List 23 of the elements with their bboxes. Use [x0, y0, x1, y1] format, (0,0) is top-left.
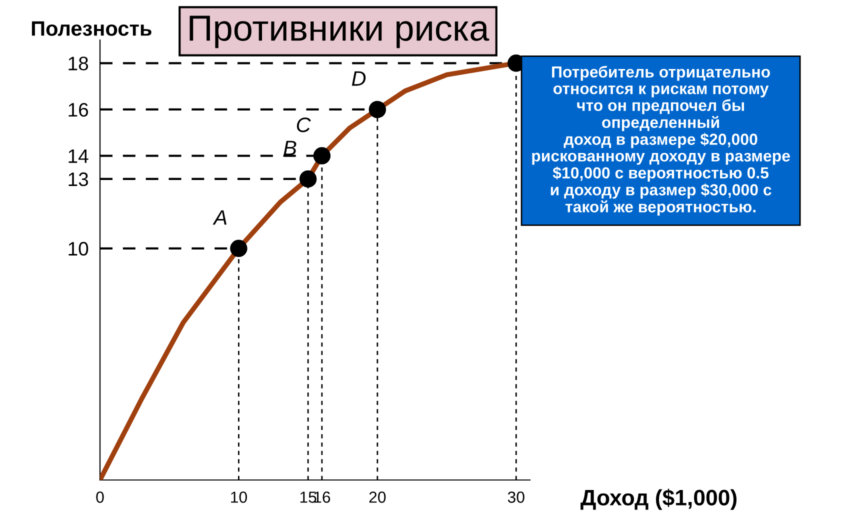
- point: [230, 240, 248, 258]
- x-tick-label: 0: [96, 492, 104, 503]
- x-tick-label: 15: [300, 492, 316, 503]
- y-tick-label: 13: [68, 172, 88, 186]
- x-tick-label: 16: [314, 492, 330, 503]
- annotation: D: [352, 71, 366, 86]
- x-axis-title: Доход ($1,000): [580, 488, 737, 510]
- point: [313, 147, 331, 164]
- y-axis-title: Полезность: [32, 21, 152, 36]
- x-tick-label: 10: [231, 492, 247, 503]
- point: [368, 100, 386, 118]
- y-tick-label: 14: [68, 149, 88, 163]
- annotation: C: [296, 117, 311, 132]
- point: [299, 170, 317, 188]
- text: Потребитель отрицательно относится к рискам потому что он предпочел бы определенный доход в размере $20,000 рискованному доходу в размере $10,000 с вероятностью 0.5 и доходу в размер $30,000 с такой же вероятностью.: [532, 66, 790, 216]
- annotation: A: [212, 210, 226, 225]
- y-tick-label: 18: [68, 56, 88, 70]
- annotation: B: [284, 140, 296, 156]
- chart-title: Противники риска: [190, 16, 490, 48]
- y-tick-label: 16: [68, 102, 88, 117]
- x-tick-label: 20: [369, 492, 386, 503]
- x-tick-label: 30: [508, 492, 524, 503]
- y-tick-label: 10: [68, 242, 88, 256]
